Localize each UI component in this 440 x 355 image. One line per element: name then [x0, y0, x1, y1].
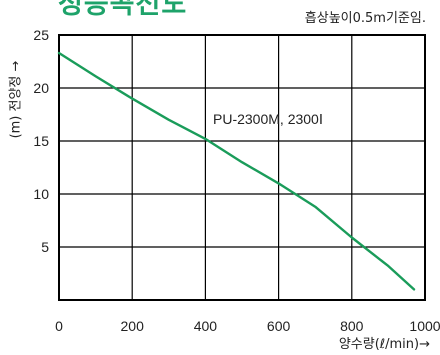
suction-height-note: 흡상높이0.5m기준임.	[304, 11, 426, 26]
x-tick-600: 600	[267, 318, 291, 334]
y-tick-15: 15	[33, 133, 49, 149]
x-tick-0: 0	[55, 318, 63, 334]
y-tick-10: 10	[33, 186, 49, 202]
y-tick-25: 25	[33, 27, 49, 43]
y-tick-20: 20	[33, 80, 49, 96]
x-axis-label: 양수량(ℓ/min)→	[338, 337, 430, 352]
x-tick-800: 800	[340, 318, 364, 334]
chart-title: 성능곡선도	[58, 0, 188, 20]
series-label-0: PU-2300M, 2300Ⅰ	[213, 111, 323, 127]
series-line-0	[57, 51, 416, 291]
x-tick-200: 200	[121, 318, 145, 334]
grid-lines	[59, 35, 425, 300]
tick-labels: 0 200 400 600 800 1000 5 10 15 20 25	[33, 27, 440, 334]
series-lines: PU-2300M, 2300Ⅰ	[57, 51, 416, 291]
x-tick-1000: 1000	[409, 318, 440, 334]
x-tick-400: 400	[194, 318, 218, 334]
plot-frame	[58, 34, 426, 301]
y-tick-5: 5	[41, 239, 49, 255]
